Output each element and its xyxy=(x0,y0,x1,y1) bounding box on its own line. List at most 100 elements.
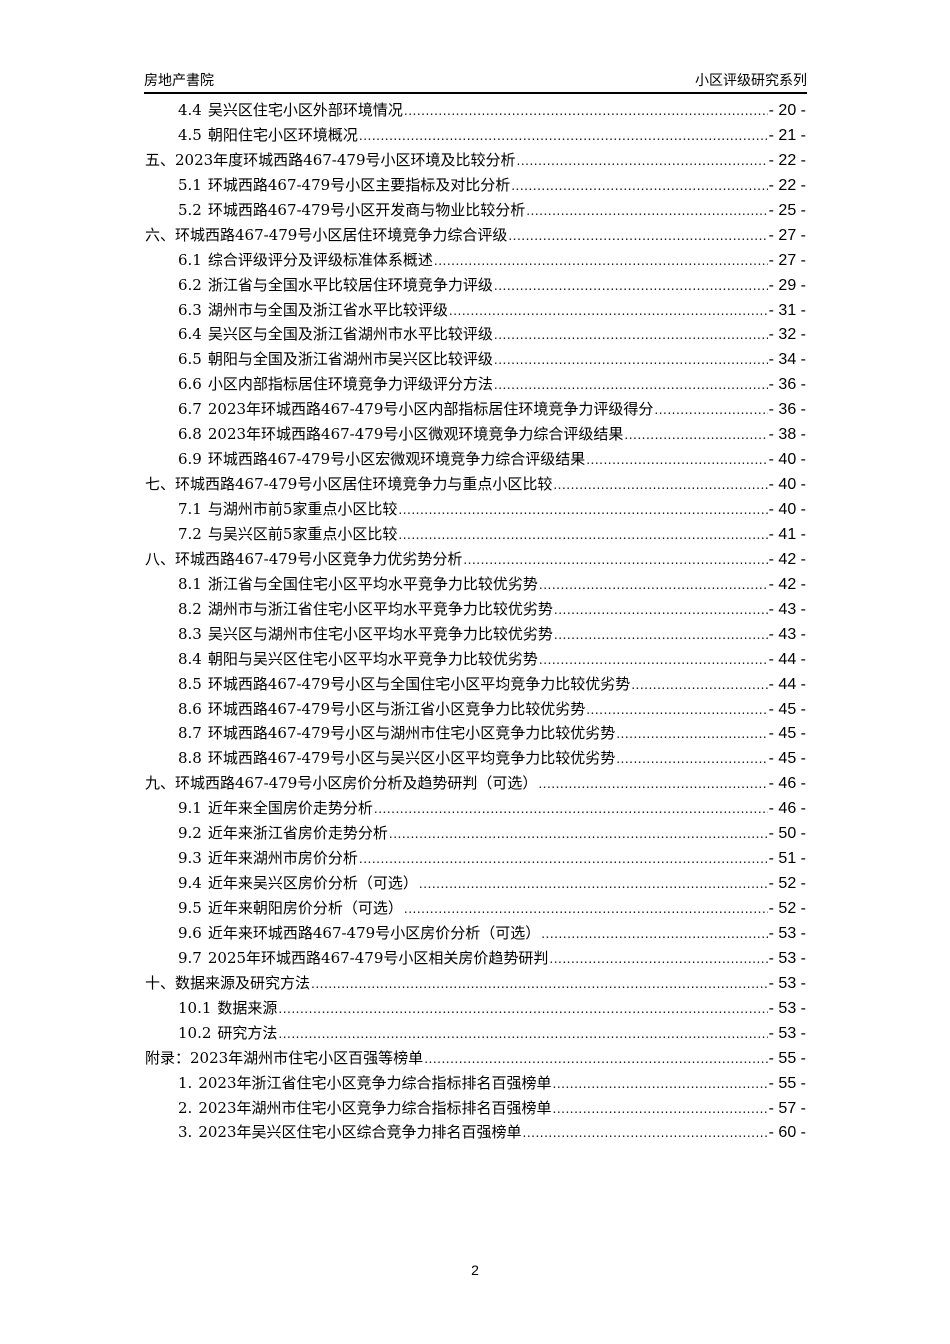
toc-entry[interactable]: 8.8 环城西路467-479号小区与吴兴区小区平均竞争力比较优劣势 - 45 - xyxy=(145,746,806,771)
toc-entry[interactable]: 8.4 朝阳与吴兴区住宅小区平均水平竞争力比较优劣势 - 44 - xyxy=(145,647,806,672)
toc-entry[interactable]: 9.1 近年来全国房价走势分析 - 46 - xyxy=(145,796,806,821)
toc-entry-page: - 55 - xyxy=(768,1049,806,1067)
toc-entry[interactable]: 7.1 与湖州市前5家重点小区比较 - 40 - xyxy=(145,497,806,522)
toc-entry[interactable]: 七、环城西路467-479号小区居住环境竞争力与重点小区比较 - 40 - xyxy=(145,472,806,497)
toc-entry-number: 3. xyxy=(178,1123,193,1142)
dot-leader xyxy=(553,1071,768,1097)
dot-leader xyxy=(508,223,767,249)
toc-entry-page: - 46 - xyxy=(768,800,806,818)
toc-entry-number: 6.4 xyxy=(178,325,202,344)
toc-entry[interactable]: 6.9 环城西路467-479号小区宏微观环境竞争力综合评级结果 - 40 - xyxy=(145,447,806,472)
toc-entry[interactable]: 9.3 近年来湖州市房价分析 - 51 - xyxy=(145,846,806,871)
toc-entry-title: 近年来湖州市房价分析 xyxy=(207,849,358,868)
toc-entry[interactable]: 6.3 湖州市与全国及浙江省水平比较评级 - 31 - xyxy=(145,298,806,323)
toc-entry-number: 10.2 xyxy=(178,1023,212,1042)
toc-entry-title: 六、环城西路467-479号小区居住环境竞争力综合评级 xyxy=(145,225,508,244)
toc-entry[interactable]: 4.4 吴兴区住宅小区外部环境情况 - 20 - xyxy=(145,98,806,123)
toc-entry[interactable]: 6.7 2023年环城西路467-479号小区内部指标居住环境竞争力评级得分 - 3… xyxy=(145,397,806,422)
toc-entry[interactable]: 9.2 近年来浙江省房价走势分析 - 50 - xyxy=(145,821,806,846)
toc-entry[interactable]: 8.6 环城西路467-479号小区与浙江省小区竞争力比较优劣势 - 45 - xyxy=(145,697,806,722)
toc-entry[interactable]: 6.1 综合评级评分及评级标准体系概述 - 27 - xyxy=(145,248,806,273)
toc-entry[interactable]: 五、2023年度环城西路467-479号小区环境及比较分析 - 22 - xyxy=(145,148,806,173)
toc-entry-page: - 53 - xyxy=(768,949,806,967)
toc-entry[interactable]: 2. 2023年湖州市住宅小区竞争力综合指标排名百强榜单 - 57 - xyxy=(145,1096,806,1121)
toc-entry-title: 十、数据来源及研究方法 xyxy=(145,973,311,992)
toc-entry-number: 8.2 xyxy=(178,599,202,618)
toc-entry-number: 6.8 xyxy=(178,425,202,444)
toc-entry[interactable]: 六、环城西路467-479号小区居住环境竞争力综合评级 - 27 - xyxy=(145,223,806,248)
toc-entry[interactable]: 8.1 浙江省与全国住宅小区平均水平竞争力比较优劣势 - 42 - xyxy=(145,572,806,597)
header-series: 小区评级研究系列 xyxy=(695,73,807,89)
toc-entry-number: 5.1 xyxy=(178,175,202,194)
dot-leader xyxy=(586,697,767,723)
toc-entry[interactable]: 6.5 朝阳与全国及浙江省湖州市吴兴区比较评级 - 34 - xyxy=(145,347,806,372)
dot-leader xyxy=(419,871,768,897)
toc-entry[interactable]: 附录：2023年湖州市住宅小区百强等榜单 - 55 - xyxy=(145,1046,806,1071)
toc-entry-page: - 57 - xyxy=(768,1099,806,1117)
dot-leader xyxy=(553,1096,768,1122)
toc-entry-number: 6.1 xyxy=(178,250,202,269)
toc-entry-number: 2. xyxy=(178,1098,193,1117)
toc-entry[interactable]: 5.1 环城西路467-479号小区主要指标及对比分析 - 22 - xyxy=(145,173,806,198)
toc-entry[interactable]: 3. 2023年吴兴区住宅小区综合竞争力排名百强榜单 - 60 - xyxy=(145,1120,806,1145)
toc-entry[interactable]: 7.2 与吴兴区前5家重点小区比较 - 41 - xyxy=(145,522,806,547)
toc-entry[interactable]: 5.2 环城西路467-479号小区开发商与物业比较分析 - 25 - xyxy=(145,198,806,223)
toc-entry[interactable]: 6.4 吴兴区与全国及浙江省湖州市水平比较评级 - 32 - xyxy=(145,322,806,347)
toc-entry-title: 七、环城西路467-479号小区居住环境竞争力与重点小区比较 xyxy=(145,475,553,494)
toc-entry-page: - 41 - xyxy=(768,525,806,543)
dot-leader xyxy=(404,98,768,124)
dot-leader xyxy=(398,522,767,548)
toc-entry[interactable]: 6.6 小区内部指标居住环境竞争力评级评分方法 - 36 - xyxy=(145,372,806,397)
toc-entry-title: 环城西路467-479号小区与浙江省小区竞争力比较优劣势 xyxy=(207,699,586,718)
toc-entry[interactable]: 9.6 近年来环城西路467-479号小区房价分析（可选） - 53 - xyxy=(145,921,806,946)
toc-entry[interactable]: 8.2 湖州市与浙江省住宅小区平均水平竞争力比较优劣势 - 43 - xyxy=(145,597,806,622)
toc-entry-page: - 36 - xyxy=(768,401,806,419)
table-of-contents: 4.4 吴兴区住宅小区外部环境情况 - 20 - 4.5 朝阳住宅小区环境概况 - 21 … xyxy=(145,98,806,1145)
toc-entry-page: - 40 - xyxy=(768,451,806,469)
dot-leader xyxy=(449,298,768,324)
toc-entry-title: 2023年环城西路467-479号小区内部指标居住环境竞争力评级得分 xyxy=(207,400,654,419)
dot-leader xyxy=(554,622,768,648)
toc-entry-title: 综合评级评分及评级标准体系概述 xyxy=(207,250,433,269)
toc-entry-page: - 53 - xyxy=(768,999,806,1017)
toc-entry-page: - 43 - xyxy=(768,625,806,643)
toc-entry-title: 2023年浙江省住宅小区竞争力综合指标排名百强榜单 xyxy=(198,1073,552,1092)
toc-entry-number: 6.3 xyxy=(178,300,202,319)
toc-entry-title: 湖州市与浙江省住宅小区平均水平竞争力比较优劣势 xyxy=(207,599,553,618)
toc-entry-title: 吴兴区与全国及浙江省湖州市水平比较评级 xyxy=(207,325,493,344)
toc-entry-number: 6.9 xyxy=(178,450,202,469)
toc-entry[interactable]: 8.7 环城西路467-479号小区与湖州市住宅小区竞争力比较优劣势 - 45 - xyxy=(145,721,806,746)
toc-entry-title: 2023年湖州市住宅小区竞争力综合指标排名百强榜单 xyxy=(198,1098,552,1117)
toc-entry-page: - 52 - xyxy=(768,900,806,917)
toc-entry-page: - 53 - xyxy=(768,974,806,992)
toc-entry[interactable]: 8.5 环城西路467-479号小区与全国住宅小区平均竞争力比较优劣势 - 44 - xyxy=(145,672,806,697)
dot-leader xyxy=(549,946,767,972)
toc-entry[interactable]: 八、环城西路467-479号小区竞争力优劣势分析 - 42 - xyxy=(145,547,806,572)
dot-leader xyxy=(624,422,767,448)
toc-entry-title: 2023年吴兴区住宅小区综合竞争力排名百强榜单 xyxy=(198,1123,522,1142)
dot-leader xyxy=(359,123,768,149)
toc-entry[interactable]: 九、环城西路467-479号小区房价分析及趋势研判（可选） - 46 - xyxy=(145,771,806,796)
toc-entry-page: - 22 - xyxy=(768,176,806,194)
toc-entry[interactable]: 9.4 近年来吴兴区房价分析（可选） - 52 - xyxy=(145,871,806,896)
toc-entry-page: - 45 - xyxy=(768,700,806,718)
toc-entry[interactable]: 9.5 近年来朝阳房价分析（可选） - 52 - xyxy=(145,896,806,921)
toc-entry[interactable]: 9.7 2025年环城西路467-479号小区相关房价趋势研判 - 53 - xyxy=(145,946,806,971)
toc-entry-page: - 40 - xyxy=(768,476,806,494)
dot-leader xyxy=(278,1021,767,1047)
toc-entry[interactable]: 10.2 研究方法 - 53 - xyxy=(145,1021,806,1046)
toc-entry-title: 环城西路467-479号小区与全国住宅小区平均竞争力比较优劣势 xyxy=(207,674,631,693)
toc-entry[interactable]: 8.3 吴兴区与湖州市住宅小区平均水平竞争力比较优劣势 - 43 - xyxy=(145,622,806,647)
toc-entry[interactable]: 6.8 2023年环城西路467-479号小区微观环境竞争力综合评级结果 - 38 … xyxy=(145,422,806,447)
toc-entry-title: 环城西路467-479号小区开发商与物业比较分析 xyxy=(207,200,526,219)
toc-entry-page: - 44 - xyxy=(768,650,806,668)
toc-entry[interactable]: 1. 2023年浙江省住宅小区竞争力综合指标排名百强榜单 - 55 - xyxy=(145,1071,806,1096)
toc-entry-number: 8.6 xyxy=(178,699,202,718)
toc-entry[interactable]: 10.1 数据来源 - 53 - xyxy=(145,996,806,1021)
toc-entry[interactable]: 6.2 浙江省与全国水平比较居住环境竞争力评级 - 29 - xyxy=(145,273,806,298)
toc-entry-page: - 31 - xyxy=(768,301,806,319)
dot-leader xyxy=(494,273,768,299)
toc-entry[interactable]: 十、数据来源及研究方法 - 53 - xyxy=(145,971,806,996)
toc-entry[interactable]: 4.5 朝阳住宅小区环境概况 - 21 - xyxy=(145,123,806,148)
toc-entry-title: 朝阳与全国及浙江省湖州市吴兴区比较评级 xyxy=(207,350,493,369)
